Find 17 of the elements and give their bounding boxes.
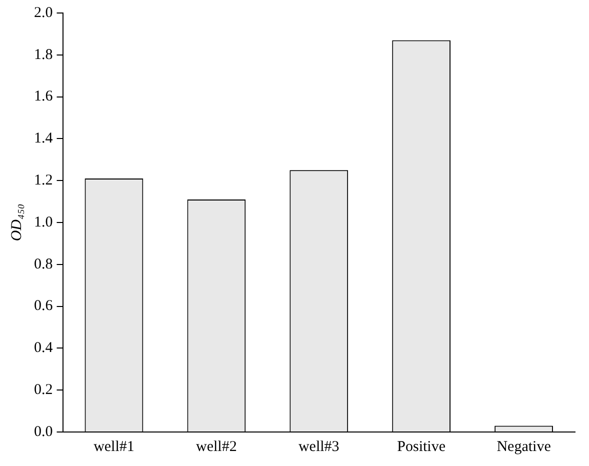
- y-tick-label: 1.6: [34, 88, 54, 105]
- y-tick-label: 0.2: [34, 382, 53, 398]
- x-tick-label: Negative: [496, 438, 552, 455]
- x-tick-label: Positive: [397, 438, 446, 455]
- x-tick-label: well#2: [196, 438, 237, 455]
- y-axis-title: OD₄₅₀: [8, 204, 25, 242]
- y-tick-label: 1.2: [34, 172, 53, 189]
- y-tick-label: 0.0: [34, 424, 53, 440]
- y-tick-label: 1.8: [34, 46, 53, 63]
- y-tick-label: 0.8: [34, 256, 53, 272]
- x-tick-label: well#3: [298, 438, 340, 455]
- y-tick-label: 0.6: [34, 298, 54, 314]
- y-tick-label: 1.4: [34, 130, 54, 147]
- y-tick-label: 0.4: [34, 340, 54, 356]
- x-tick-label: well#1: [94, 438, 134, 455]
- y-tick-label: 1.0: [34, 214, 53, 230]
- y-tick-label: 2.0: [34, 4, 53, 21]
